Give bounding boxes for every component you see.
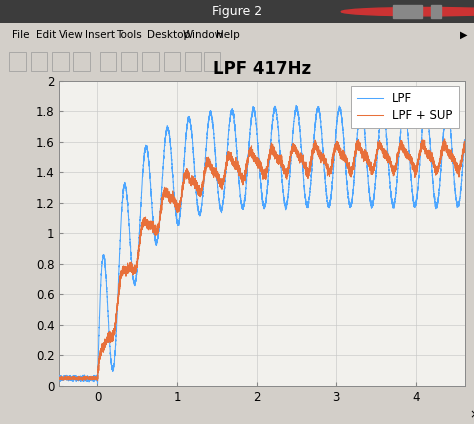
LPF <box>357 109 363 114</box>
FancyBboxPatch shape <box>142 52 159 71</box>
LPF <box>379 107 384 112</box>
LPF + SUP <box>442 137 447 142</box>
Text: ▶: ▶ <box>460 30 467 40</box>
Text: Insert: Insert <box>85 30 115 40</box>
FancyBboxPatch shape <box>204 52 220 71</box>
Line: LPF: LPF <box>59 105 465 384</box>
LPF <box>358 102 364 107</box>
LPF + SUP <box>314 148 319 153</box>
Line: LPF + SUP: LPF + SUP <box>59 139 465 381</box>
Text: Edit: Edit <box>36 30 56 40</box>
LPF <box>462 137 467 142</box>
LPF <box>77 375 82 380</box>
Text: Figure 2: Figure 2 <box>212 5 262 18</box>
LPF <box>56 374 62 379</box>
FancyBboxPatch shape <box>431 6 441 18</box>
Circle shape <box>341 8 474 16</box>
Text: Help: Help <box>216 30 239 40</box>
LPF <box>314 111 319 116</box>
LPF + SUP <box>95 378 100 383</box>
LPF + SUP <box>379 142 384 147</box>
FancyBboxPatch shape <box>31 52 47 71</box>
LPF + SUP <box>203 162 209 167</box>
LPF + SUP <box>357 145 363 151</box>
Title: LPF 417Hz: LPF 417Hz <box>213 60 311 78</box>
LPF <box>296 121 302 126</box>
Text: File: File <box>12 30 29 40</box>
FancyBboxPatch shape <box>185 52 201 71</box>
FancyBboxPatch shape <box>393 6 422 18</box>
FancyBboxPatch shape <box>73 52 90 71</box>
Text: Tools: Tools <box>116 30 142 40</box>
Text: Desktop: Desktop <box>147 30 190 40</box>
LPF <box>95 381 100 386</box>
LPF + SUP <box>77 376 82 381</box>
LPF + SUP <box>296 156 302 161</box>
Legend: LPF, LPF + SUP: LPF, LPF + SUP <box>351 86 459 128</box>
LPF <box>203 147 209 152</box>
Text: View: View <box>59 30 84 40</box>
Text: Window: Window <box>182 30 224 40</box>
FancyBboxPatch shape <box>121 52 137 71</box>
LPF + SUP <box>56 375 62 380</box>
FancyBboxPatch shape <box>9 52 26 71</box>
LPF + SUP <box>462 143 467 148</box>
FancyBboxPatch shape <box>164 52 180 71</box>
FancyBboxPatch shape <box>100 52 116 71</box>
FancyBboxPatch shape <box>52 52 69 71</box>
Text: $\times10^{-3}$: $\times10^{-3}$ <box>469 406 474 422</box>
